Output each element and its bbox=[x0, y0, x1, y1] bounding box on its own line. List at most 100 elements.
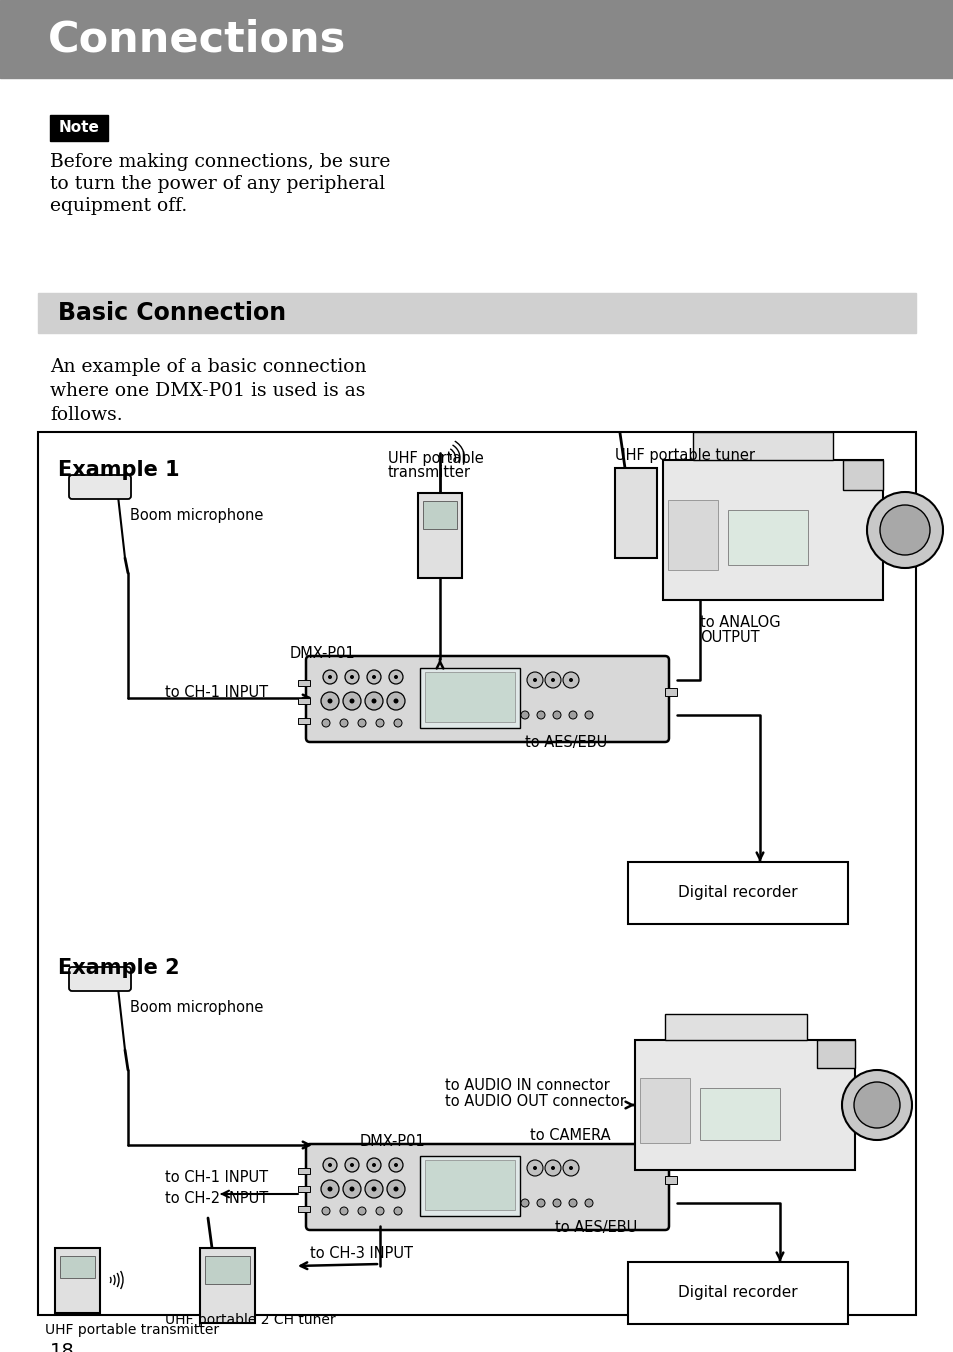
Text: Example 2: Example 2 bbox=[58, 959, 179, 977]
Circle shape bbox=[866, 492, 942, 568]
Circle shape bbox=[537, 711, 544, 719]
Circle shape bbox=[568, 1165, 573, 1169]
Text: 18: 18 bbox=[50, 1343, 74, 1352]
Circle shape bbox=[323, 1159, 336, 1172]
Circle shape bbox=[394, 719, 401, 727]
Bar bbox=[200, 1248, 254, 1324]
Circle shape bbox=[562, 672, 578, 688]
Bar bbox=[627, 863, 847, 923]
Circle shape bbox=[375, 719, 384, 727]
Text: UHF portable tuner: UHF portable tuner bbox=[615, 448, 754, 462]
Bar bbox=[55, 1248, 100, 1313]
Circle shape bbox=[520, 1199, 529, 1207]
Bar bbox=[692, 433, 832, 460]
Circle shape bbox=[553, 1199, 560, 1207]
Circle shape bbox=[387, 1180, 405, 1198]
Bar bbox=[664, 688, 677, 696]
Text: Boom microphone: Boom microphone bbox=[130, 508, 263, 523]
Text: to turn the power of any peripheral: to turn the power of any peripheral bbox=[50, 174, 385, 193]
Bar bbox=[50, 115, 108, 141]
Bar bbox=[727, 510, 807, 565]
Circle shape bbox=[394, 1207, 401, 1215]
Bar bbox=[664, 1176, 677, 1184]
Text: UHF portable: UHF portable bbox=[388, 452, 483, 466]
Circle shape bbox=[389, 671, 402, 684]
Circle shape bbox=[320, 1180, 338, 1198]
Circle shape bbox=[365, 1180, 382, 1198]
Bar bbox=[639, 1078, 689, 1142]
Text: Connections: Connections bbox=[48, 18, 346, 59]
Circle shape bbox=[327, 1187, 333, 1191]
Text: to CH-1 INPUT: to CH-1 INPUT bbox=[165, 1169, 268, 1184]
Circle shape bbox=[553, 711, 560, 719]
Bar bbox=[297, 1206, 310, 1211]
Bar bbox=[38, 433, 915, 1315]
Text: to AUDIO IN connector: to AUDIO IN connector bbox=[444, 1078, 609, 1092]
Text: Before making connections, be sure: Before making connections, be sure bbox=[50, 153, 390, 170]
Bar bbox=[419, 1156, 519, 1215]
Bar bbox=[0, 0, 953, 78]
Circle shape bbox=[533, 677, 537, 681]
Circle shape bbox=[879, 506, 929, 556]
Text: to ANALOG: to ANALOG bbox=[700, 615, 780, 630]
FancyBboxPatch shape bbox=[69, 967, 131, 991]
Circle shape bbox=[365, 692, 382, 710]
Text: An example of a basic connection: An example of a basic connection bbox=[50, 358, 366, 376]
Bar bbox=[422, 502, 456, 529]
Text: DMX-P01: DMX-P01 bbox=[290, 646, 355, 661]
Circle shape bbox=[367, 1159, 380, 1172]
Circle shape bbox=[841, 1069, 911, 1140]
Bar bbox=[38, 293, 915, 333]
Circle shape bbox=[328, 1163, 332, 1167]
Bar bbox=[60, 1256, 95, 1278]
Bar bbox=[417, 493, 461, 579]
Bar bbox=[297, 680, 310, 685]
Circle shape bbox=[544, 1160, 560, 1176]
Circle shape bbox=[853, 1082, 899, 1128]
Text: Note: Note bbox=[58, 120, 99, 135]
Text: follows.: follows. bbox=[50, 406, 123, 425]
Circle shape bbox=[350, 675, 354, 679]
Circle shape bbox=[349, 699, 355, 703]
Circle shape bbox=[568, 1199, 577, 1207]
Circle shape bbox=[320, 692, 338, 710]
Text: UHF portable transmitter: UHF portable transmitter bbox=[45, 1324, 219, 1337]
Text: OUTPUT: OUTPUT bbox=[700, 630, 759, 645]
Circle shape bbox=[389, 1159, 402, 1172]
Bar bbox=[664, 1014, 806, 1040]
Circle shape bbox=[343, 692, 360, 710]
FancyBboxPatch shape bbox=[69, 475, 131, 499]
Circle shape bbox=[584, 711, 593, 719]
Circle shape bbox=[537, 1199, 544, 1207]
Circle shape bbox=[526, 1160, 542, 1176]
Circle shape bbox=[375, 1207, 384, 1215]
Circle shape bbox=[551, 1165, 555, 1169]
Bar bbox=[662, 460, 882, 600]
Circle shape bbox=[345, 1159, 358, 1172]
Bar bbox=[205, 1256, 250, 1284]
Circle shape bbox=[394, 675, 397, 679]
Circle shape bbox=[350, 1163, 354, 1167]
Circle shape bbox=[372, 1163, 375, 1167]
Circle shape bbox=[387, 692, 405, 710]
Circle shape bbox=[551, 677, 555, 681]
Circle shape bbox=[339, 1207, 348, 1215]
Bar bbox=[615, 468, 657, 558]
Text: Boom microphone: Boom microphone bbox=[130, 1000, 263, 1015]
Text: to AES/EBU: to AES/EBU bbox=[555, 1220, 637, 1234]
Bar bbox=[424, 672, 515, 722]
Text: Digital recorder: Digital recorder bbox=[678, 886, 797, 900]
Circle shape bbox=[357, 719, 366, 727]
Circle shape bbox=[394, 1163, 397, 1167]
Circle shape bbox=[371, 699, 376, 703]
Circle shape bbox=[371, 1187, 376, 1191]
Circle shape bbox=[343, 1180, 360, 1198]
Circle shape bbox=[327, 699, 333, 703]
Bar bbox=[635, 1040, 854, 1169]
Bar bbox=[842, 460, 882, 489]
Circle shape bbox=[568, 711, 577, 719]
Circle shape bbox=[349, 1187, 355, 1191]
Text: to AUDIO OUT connector: to AUDIO OUT connector bbox=[444, 1094, 625, 1109]
Circle shape bbox=[322, 1207, 330, 1215]
Text: to AES/EBU: to AES/EBU bbox=[524, 735, 607, 750]
